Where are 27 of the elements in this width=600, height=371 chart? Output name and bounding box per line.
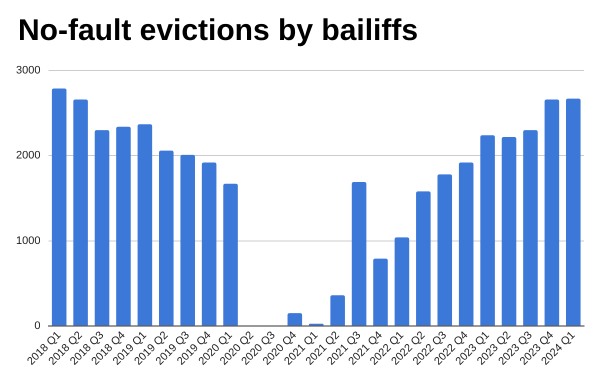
bar: [330, 295, 345, 326]
bar: [458, 162, 474, 326]
bar: [437, 174, 452, 326]
y-tick-label: 1000: [16, 234, 40, 247]
chart-title: No-fault evictions by bailiffs: [18, 14, 418, 48]
bar: [52, 88, 66, 326]
bar: [159, 150, 174, 326]
bar: [416, 191, 431, 326]
bar: [73, 100, 88, 326]
bar: [116, 126, 131, 326]
bar: [180, 154, 195, 326]
bar: [202, 162, 216, 326]
y-tick-label: 0: [34, 320, 40, 332]
bar: [394, 237, 410, 326]
bar: [523, 130, 538, 326]
bar: [352, 182, 366, 326]
y-tick-label: 2000: [16, 150, 40, 162]
y-tick-label: 3000: [16, 64, 40, 77]
bar: [288, 313, 302, 326]
bar: [94, 130, 110, 326]
bar: [502, 136, 516, 326]
bar: [138, 124, 152, 326]
bar: [544, 100, 560, 326]
bar: [480, 135, 495, 326]
bar: [373, 258, 388, 326]
bar: [566, 98, 581, 326]
bar: [223, 184, 238, 326]
